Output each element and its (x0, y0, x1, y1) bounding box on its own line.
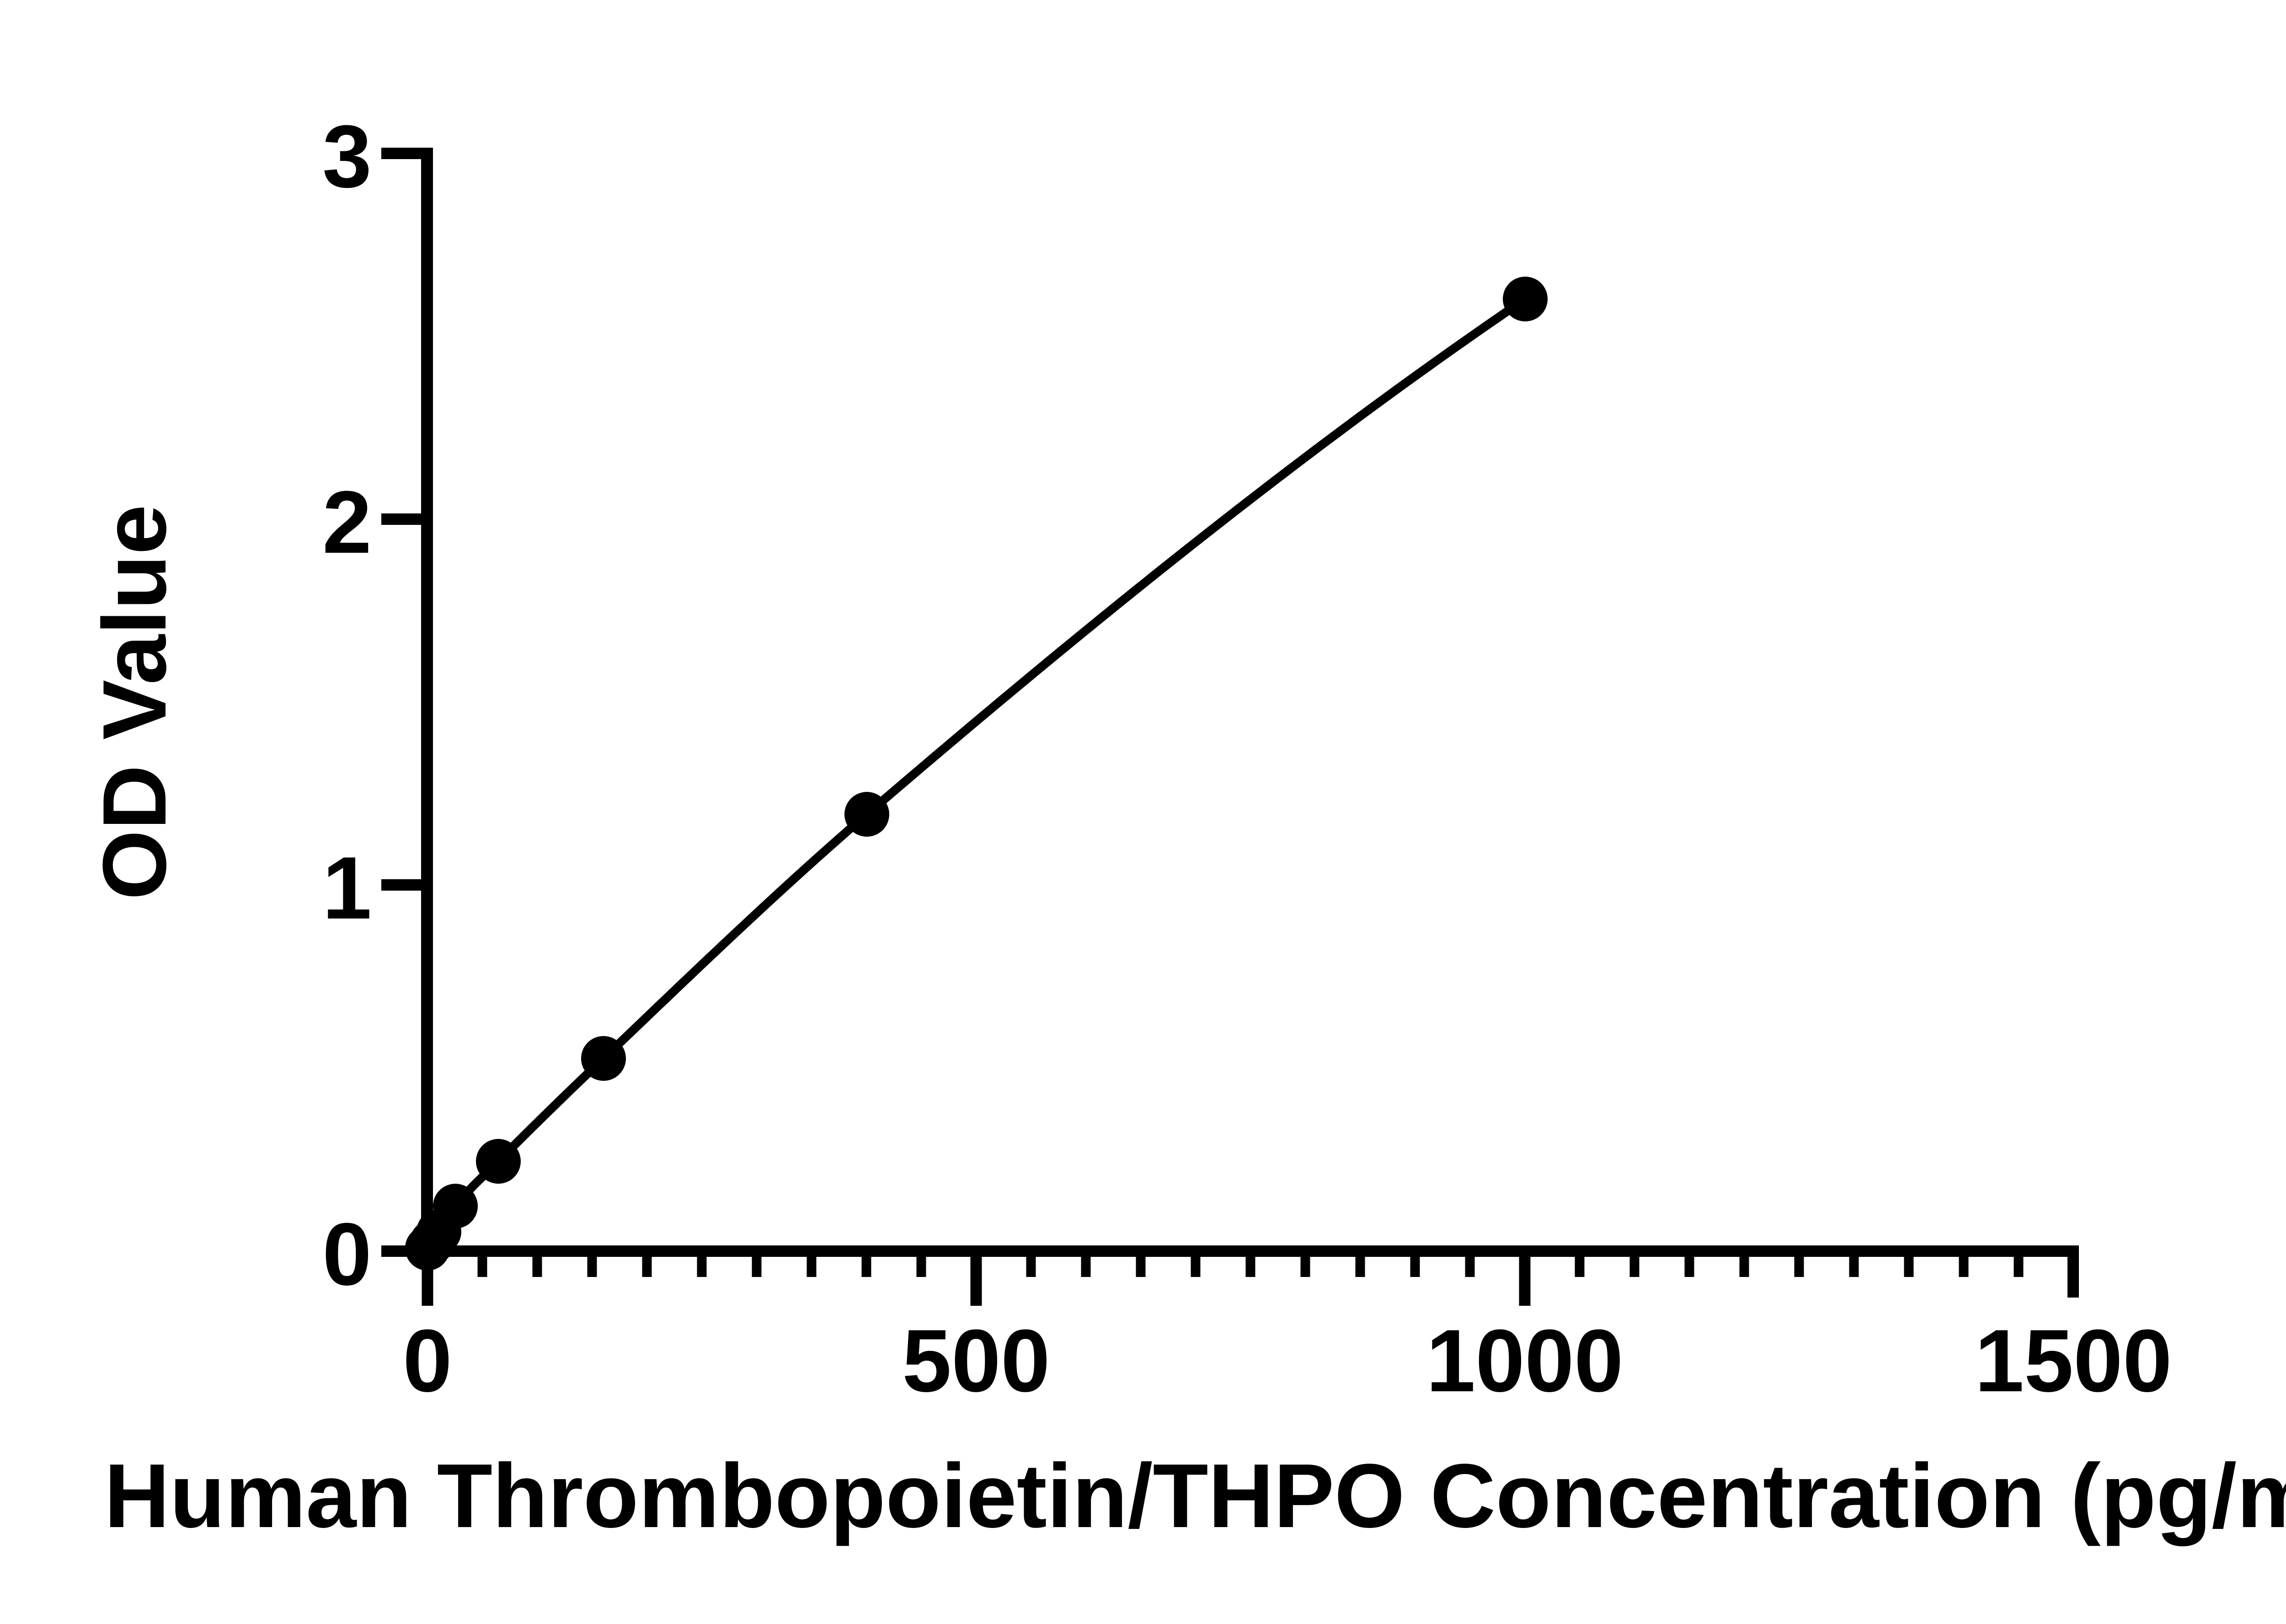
svg-text:1: 1 (322, 839, 372, 938)
svg-text:OD Value: OD Value (84, 505, 185, 900)
svg-text:Human Thrombopoietin/THPO Conc: Human Thrombopoietin/THPO Concentration … (104, 1445, 2286, 1547)
svg-text:0: 0 (403, 1311, 452, 1410)
svg-text:1000: 1000 (1426, 1311, 1624, 1410)
svg-text:3: 3 (322, 107, 372, 206)
svg-text:500: 500 (902, 1311, 1050, 1410)
svg-text:2: 2 (322, 473, 372, 572)
svg-text:0: 0 (322, 1205, 372, 1304)
svg-text:1500: 1500 (1975, 1311, 2172, 1410)
